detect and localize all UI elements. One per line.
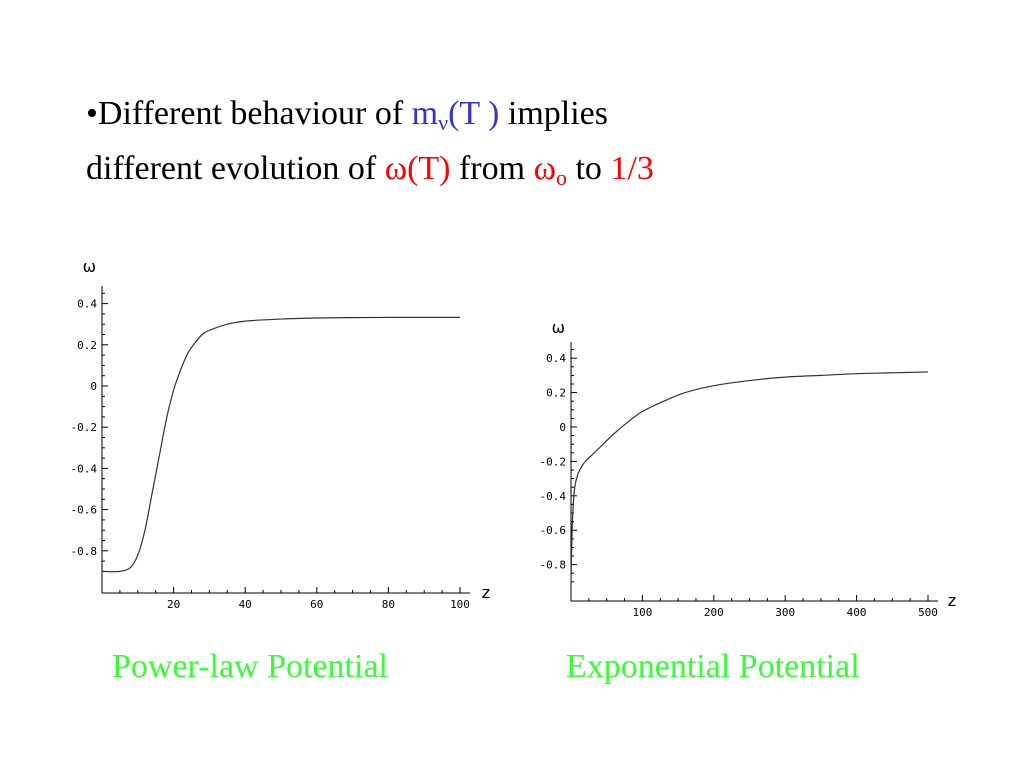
y-tick-label: -0.4 [71,462,98,475]
x-tick-label: 200 [704,606,724,619]
heading-text-to: to [566,150,611,187]
y-tick-label: 0.4 [546,352,566,365]
y-tick-label: -0.6 [71,504,98,517]
heading-text-1a: Different behaviour of [97,95,412,132]
x-axis-label: z [948,591,956,610]
y-axis-label: ω [552,318,565,337]
heading-line-1: •Different behaviour of mν(T ) implies [86,86,986,141]
x-tick-label: 80 [382,598,395,611]
bullet: • [86,95,98,132]
y-tick-label: -0.6 [540,524,567,537]
x-tick-label: 100 [632,606,652,619]
omega-t-symbol: ω(T) [384,150,451,187]
y-tick-label: 0 [559,421,566,434]
x-tick-label: 500 [918,606,938,619]
y-tick-label: -0.8 [540,559,567,572]
omega-curve [570,371,929,582]
x-axis-label: z [482,583,490,602]
y-tick-label: 0.2 [77,339,97,352]
x-tick-label: 300 [775,606,795,619]
y-tick-label: 0.4 [77,298,97,311]
heading-text-1b: implies [499,95,608,132]
y-axis-label: ω [83,257,96,276]
omega-letter: ω [533,150,556,187]
heading-line-2: different evolution of ω(T) from ωo to 1… [86,141,986,196]
heading-text-2a: different evolution of [86,150,385,187]
x-tick-label: 400 [847,606,867,619]
m-letter: m [411,95,439,132]
y-tick-label: -0.8 [71,545,98,558]
slide-heading: •Different behaviour of mν(T ) implies d… [86,86,986,196]
one-third-value: 1/3 [610,150,654,187]
y-tick-label: 0.2 [546,387,566,400]
omega-curve [101,316,460,573]
power-law-caption: Power-law Potential [112,648,388,685]
y-tick-label: 0 [90,380,97,393]
o-subscript: o [555,165,567,190]
heading-text-from: from [450,150,534,187]
x-tick-label: 40 [239,598,252,611]
y-tick-label: -0.2 [71,421,98,434]
x-tick-label: 20 [167,598,180,611]
m-nu-symbol: mν(T ) [411,95,500,135]
x-tick-label: 60 [310,598,323,611]
y-tick-label: -0.2 [540,455,567,468]
exponential-caption: Exponential Potential [566,648,860,685]
x-tick-label: 100 [450,598,470,611]
nu-subscript: ν [438,110,449,135]
omega-o-symbol: ωo [533,150,567,190]
y-tick-label: -0.4 [540,490,567,503]
t-argument: (T ) [448,95,500,132]
